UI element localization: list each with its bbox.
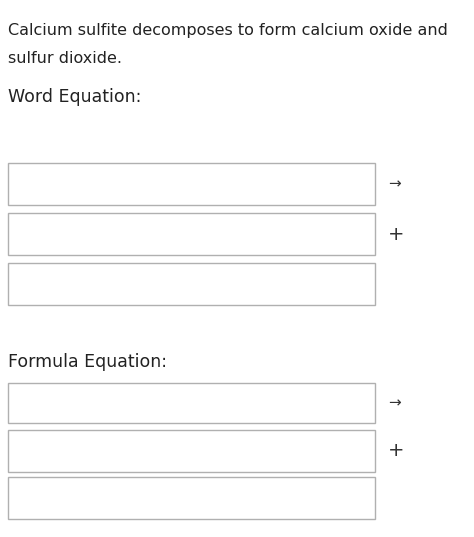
- FancyBboxPatch shape: [8, 477, 375, 519]
- FancyBboxPatch shape: [8, 263, 375, 305]
- Text: Formula Equation:: Formula Equation:: [8, 353, 167, 371]
- Text: Calcium sulfite decomposes to form calcium oxide and: Calcium sulfite decomposes to form calci…: [8, 23, 448, 38]
- Text: →: →: [388, 395, 401, 410]
- FancyBboxPatch shape: [8, 383, 375, 423]
- FancyBboxPatch shape: [8, 163, 375, 205]
- Text: +: +: [388, 224, 404, 243]
- FancyBboxPatch shape: [8, 430, 375, 472]
- Text: sulfur dioxide.: sulfur dioxide.: [8, 51, 122, 66]
- Text: Word Equation:: Word Equation:: [8, 88, 141, 106]
- FancyBboxPatch shape: [8, 213, 375, 255]
- Text: +: +: [388, 441, 404, 461]
- Text: →: →: [388, 177, 401, 192]
